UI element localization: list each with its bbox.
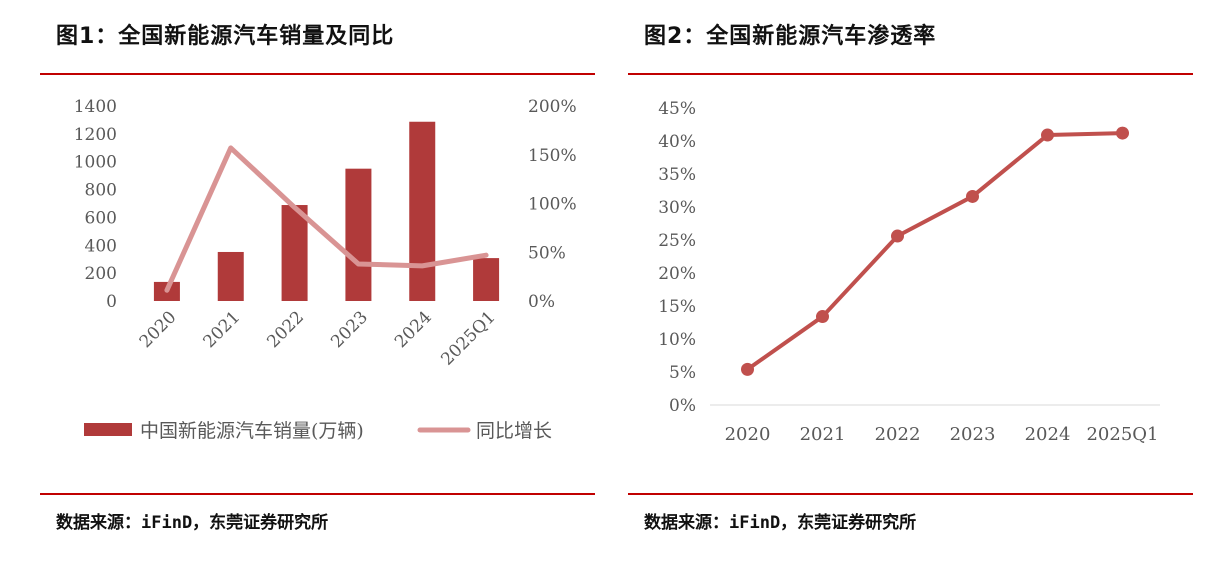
y-tick-label: 35% [658,165,696,185]
data-point [891,229,904,243]
penetration-line [746,131,1123,371]
x-tick-label: 2023 [327,307,372,352]
data-point [741,362,754,376]
data-point [1116,126,1129,140]
x-tick-label: 2021 [200,307,245,352]
y-tick-label: 25% [658,231,696,251]
x-tick-label: 2025Q1 [437,307,499,369]
y-left-tick-label: 1400 [74,97,117,117]
legend-label-yoy: 同比增长 [476,420,552,442]
data-point [1041,128,1054,142]
x-tick-label: 2023 [950,424,996,445]
y-right-tick-label: 100% [528,195,577,215]
source-note: 数据来源：iFinD，东莞证券研究所 [644,513,917,533]
bar [409,121,436,301]
y-tick-label: 5% [669,363,696,383]
chart-panel-penetration: 图2：全国新能源汽车渗透率 0% 5% 10% 15% 20% 25% 30% 35% 40% 4… [628,0,1193,563]
y-tick-label: 40% [658,132,696,152]
x-tick-label: 2020 [136,307,181,352]
legend-label-sales: 中国新能源汽车销量(万辆) [140,420,364,442]
bar [345,168,372,301]
chart-title: 图2：全国新能源汽车渗透率 [644,24,937,49]
x-tick-label: 2020 [725,424,771,445]
x-tick-label: 2025Q1 [1086,424,1158,445]
data-point [966,189,979,203]
x-tick-label: 2022 [875,424,921,445]
source-divider [628,493,1193,495]
y-right-tick-label: 50% [528,243,566,263]
chart-panel-sales: 图1：全国新能源汽车销量及同比 0 200 400 600 800 1000 1200 140… [40,0,595,563]
bar [473,258,500,301]
y-right-tick-label: 200% [528,97,577,117]
y-right-tick-label: 150% [528,146,577,166]
y-left-tick-label: 1000 [74,153,117,173]
y-left-tick-label: 0 [106,292,117,312]
x-tick-label: 2022 [263,307,308,352]
y-tick-label: 20% [658,264,696,284]
y-left-tick-label: 200 [85,264,117,284]
x-tick-label: 2021 [800,424,846,445]
x-tick-label: 2024 [1025,424,1071,445]
y-tick-label: 45% [658,99,696,119]
x-tick-label: 2024 [391,307,436,352]
y-left-tick-label: 400 [85,236,117,256]
title-divider [628,73,1193,75]
y-tick-label: 0% [669,396,696,416]
chart-title: 图1：全国新能源汽车销量及同比 [56,24,395,49]
penetration-chart: 0% 5% 10% 15% 20% 25% 30% 35% 40% 45% 2020 2021 2022… [658,99,1160,445]
bar [281,205,308,301]
y-tick-label: 30% [658,198,696,218]
sales-chart: 0 200 400 600 800 1000 1200 1400 0% 50% 100% 150% 20… [74,97,577,442]
y-tick-label: 15% [658,297,696,317]
title-divider [40,73,595,75]
y-tick-label: 10% [658,330,696,350]
y-right-tick-label: 0% [528,292,555,312]
y-left-tick-label: 1200 [74,125,117,145]
y-left-tick-label: 600 [85,208,117,228]
legend-swatch-sales [84,423,132,436]
yoy-growth-line [164,145,489,293]
y-left-tick-label: 800 [85,181,117,201]
source-note: 数据来源：iFinD，东莞证券研究所 [56,513,329,533]
bar [217,251,244,301]
source-divider [40,493,595,495]
data-point [816,310,829,324]
